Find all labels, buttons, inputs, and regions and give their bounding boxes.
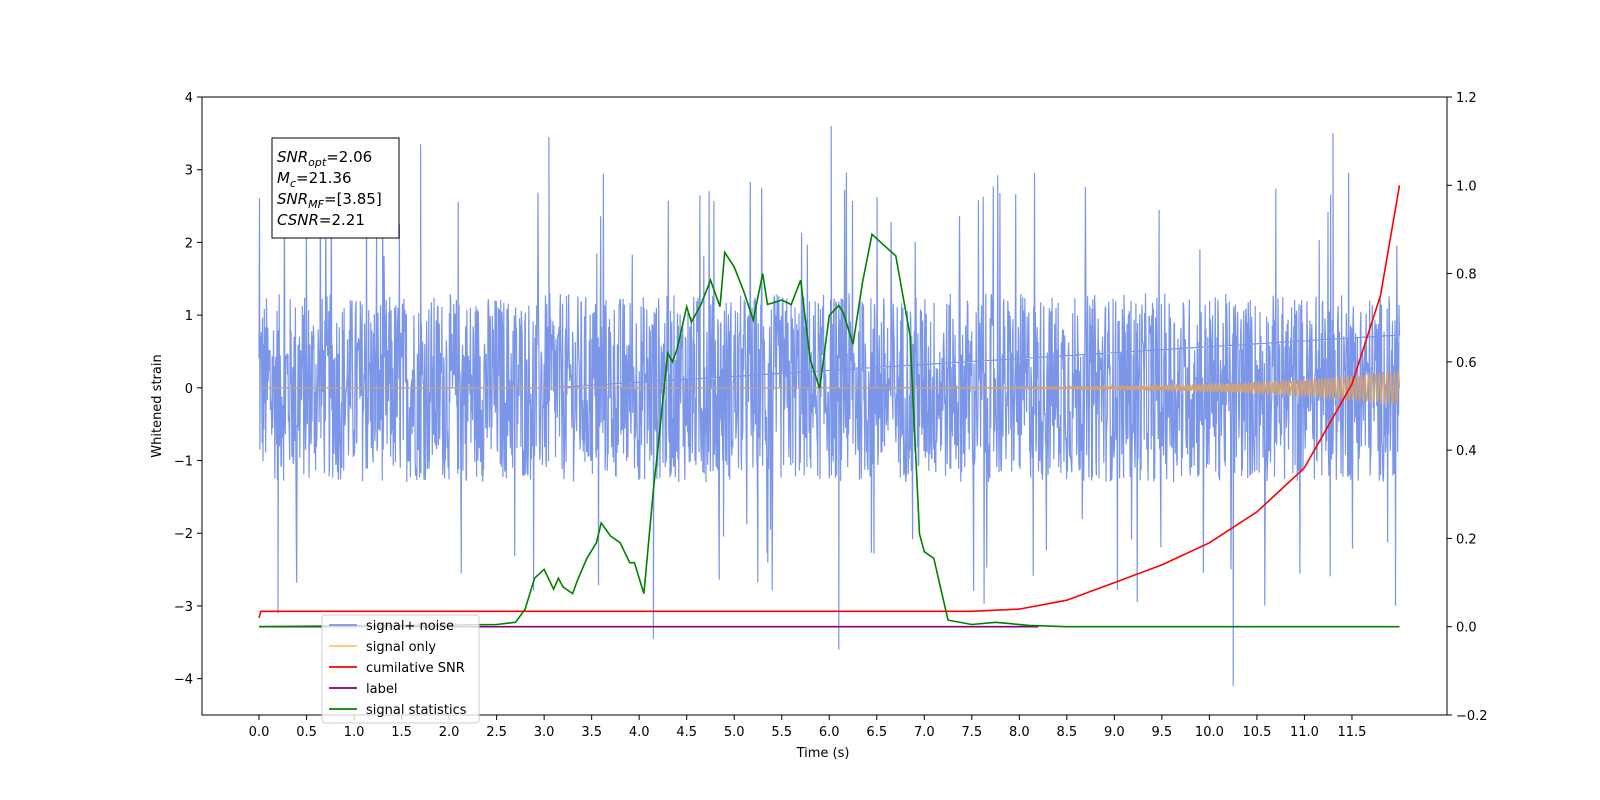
x-tick-label: 7.0	[914, 725, 935, 740]
x-tick-label: 10.5	[1242, 725, 1271, 740]
legend-label: cumilative SNR	[366, 661, 465, 676]
info-subscript: MF	[308, 198, 324, 211]
x-tick-label: 9.0	[1104, 725, 1125, 740]
y-left-tick-label: 4	[185, 91, 193, 106]
cumilative-snr-line	[258, 185, 1401, 619]
x-tick-label: 0.0	[249, 725, 270, 740]
x-tick-label: 7.5	[961, 725, 982, 740]
x-axis-label: Time (s)	[796, 746, 850, 761]
y-axis-label: Whitened strain	[150, 354, 165, 457]
signal-statistics-line	[258, 232, 1400, 628]
x-tick-label: 5.5	[771, 725, 792, 740]
x-tick-label: 5.0	[724, 725, 745, 740]
y-left-tick-label: −1	[174, 455, 193, 470]
y-right-tick-label: 0.0	[1456, 621, 1477, 636]
y-right-tick-label: 1.2	[1456, 91, 1477, 106]
y-right-tick-label: 0.2	[1456, 532, 1477, 547]
x-tick-label: 9.5	[1152, 725, 1173, 740]
x-axis: 0.0 0.5 1.0 1.5 2.0 2.5 3.0 3.5 4.0 4.5 5.0 5.5 6.0 6…	[249, 715, 1366, 740]
x-tick-label: 11.0	[1290, 725, 1319, 740]
x-tick-label: 1.0	[344, 725, 365, 740]
y-axis-left: 4 3 2 1 0 −1 −2 −3 −4	[174, 91, 202, 688]
x-tick-label: 2.0	[439, 725, 460, 740]
info-symbol: SNR	[277, 148, 308, 166]
legend-label: signal+ noise	[366, 619, 454, 634]
legend-frame	[321, 614, 480, 724]
info-box-frame	[271, 137, 400, 239]
y-left-tick-label: 3	[185, 164, 193, 179]
y-left-tick-label: 0	[185, 382, 193, 397]
x-tick-label: 0.5	[296, 725, 317, 740]
x-tick-label: 3.5	[581, 725, 602, 740]
signal-noise-line	[258, 126, 1401, 686]
y-right-tick-label: 0.8	[1456, 268, 1477, 283]
x-tick-label: 8.5	[1057, 725, 1078, 740]
x-tick-label: 10.0	[1195, 725, 1224, 740]
series-layer	[258, 126, 1401, 686]
legend: signal+ noise signal only cumilative SNR la…	[321, 614, 480, 724]
x-tick-label: 4.5	[676, 725, 697, 740]
x-tick-label: 8.0	[1009, 725, 1030, 740]
info-subscript: c	[290, 177, 296, 190]
x-tick-label: 3.0	[534, 725, 555, 740]
info-line: SNRopt=2.06	[277, 148, 372, 169]
info-line: Mc=21.36	[277, 169, 352, 190]
info-line: SNRMF=[3.85]	[277, 190, 382, 211]
info-line: CSNR=2.21	[277, 211, 365, 229]
y-left-tick-label: −2	[174, 527, 193, 542]
legend-label: label	[366, 682, 397, 697]
signal-only-line	[259, 369, 1401, 405]
info-symbol: SNR	[277, 190, 308, 208]
y-right-tick-label: 1.0	[1456, 179, 1477, 194]
x-tick-label: 2.5	[486, 725, 507, 740]
y-right-tick-label: 0.6	[1456, 356, 1477, 371]
info-value: =[3.85]	[324, 190, 382, 208]
x-tick-label: 11.5	[1337, 725, 1366, 740]
info-subscript: opt	[308, 156, 327, 169]
x-tick-label: 1.5	[391, 725, 412, 740]
x-tick-label: 6.0	[819, 725, 840, 740]
info-symbol: M	[277, 169, 290, 187]
y-right-tick-label: −0.2	[1456, 709, 1488, 724]
info-value: =2.06	[326, 148, 372, 166]
info-value: =21.36	[296, 169, 352, 187]
y-left-tick-label: −3	[174, 600, 193, 615]
info-value: =2.21	[319, 211, 365, 229]
legend-label: signal only	[366, 640, 436, 655]
plot-area-frame	[201, 96, 1448, 716]
y-left-tick-label: 2	[185, 236, 193, 251]
y-right-tick-label: 0.4	[1456, 444, 1477, 459]
info-symbol: CSNR	[277, 211, 319, 229]
y-left-tick-label: −4	[174, 673, 193, 688]
y-left-tick-label: 1	[185, 309, 193, 324]
x-tick-label: 4.0	[629, 725, 650, 740]
y-axis-right: 1.2 1.0 0.8 0.6 0.4 0.2 0.0 −0.2	[1447, 91, 1488, 724]
x-tick-label: 6.5	[866, 725, 887, 740]
legend-label: signal statistics	[366, 703, 467, 718]
